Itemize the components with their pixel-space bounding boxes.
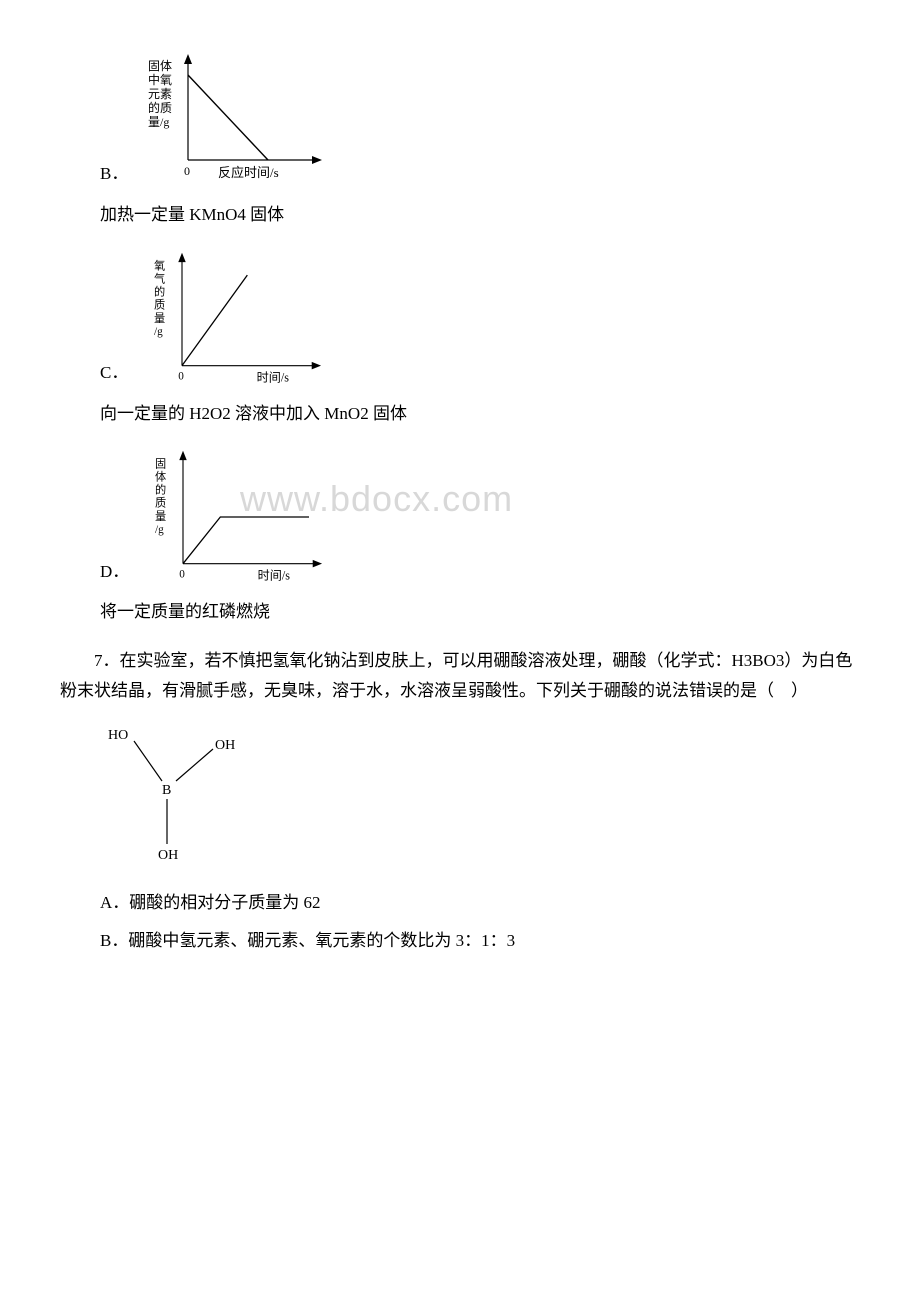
option-b-chart: 固体 中氧 元素 的质 量/g 0 反应时间/s bbox=[138, 50, 338, 190]
choice-a: A．硼酸的相对分子质量为 62 bbox=[100, 888, 860, 919]
data-line bbox=[182, 275, 247, 366]
option-c-letter: C． bbox=[100, 358, 128, 389]
x-arrow bbox=[312, 156, 322, 164]
option-d-caption: 将一定质量的红磷燃烧 bbox=[100, 597, 860, 628]
option-b-letter: B． bbox=[100, 159, 128, 190]
label-oh-right: OH bbox=[215, 738, 235, 753]
question-7-text: 7．在实验室，若不慎把氢氧化钠沾到皮肤上，可以用硼酸溶液处理，硼酸（化学式：H3… bbox=[60, 646, 860, 707]
option-d-row: D． 固 体 的 质 量 /g 0 时间/s www.bdocx.com bbox=[100, 447, 860, 587]
option-c-row: C． 氧 气 的 质 量 /g 0 时间/s bbox=[100, 249, 860, 389]
x-label: 时间/s bbox=[257, 370, 290, 384]
data-line bbox=[188, 75, 268, 160]
x-label: 时间/s bbox=[258, 569, 291, 583]
yaxis-label: 固 体 的 质 量 /g bbox=[155, 458, 169, 536]
option-c-chart: 氧 气 的 质 量 /g 0 时间/s bbox=[138, 249, 338, 389]
x-arrow bbox=[313, 560, 322, 567]
yaxis-label: 固体 中氧 元素 的质 量/g bbox=[148, 59, 175, 129]
yaxis-label: 氧 气 的 质 量 /g bbox=[154, 258, 168, 337]
y-arrow bbox=[184, 54, 192, 64]
y-arrow bbox=[179, 252, 186, 261]
origin-label: 0 bbox=[184, 164, 190, 178]
option-c-caption: 向一定量的 H2O2 溶液中加入 MnO2 固体 bbox=[100, 399, 860, 430]
option-d-letter: D． bbox=[100, 557, 129, 588]
bond-left bbox=[134, 741, 162, 781]
x-label: 反应时间/s bbox=[218, 165, 279, 180]
y-arrow bbox=[180, 451, 187, 460]
label-ho: HO bbox=[108, 728, 128, 743]
choice-b: B．硼酸中氢元素、硼元素、氧元素的个数比为 3：1：3 bbox=[100, 926, 860, 957]
bond-right bbox=[176, 749, 213, 781]
label-oh-bottom: OH bbox=[158, 848, 178, 863]
option-b-row: B． 固体 中氧 元素 的质 量/g 0 反应时间/s bbox=[100, 50, 860, 190]
origin-label: 0 bbox=[180, 569, 186, 581]
label-b: B bbox=[162, 783, 171, 798]
origin-label: 0 bbox=[179, 370, 185, 382]
boric-acid-diagram: HO OH B OH bbox=[100, 719, 260, 869]
option-d-chart: 固 体 的 质 量 /g 0 时间/s bbox=[139, 447, 339, 587]
data-line bbox=[183, 517, 309, 564]
x-arrow bbox=[312, 362, 321, 369]
option-b-caption: 加热一定量 KMnO4 固体 bbox=[100, 200, 860, 231]
